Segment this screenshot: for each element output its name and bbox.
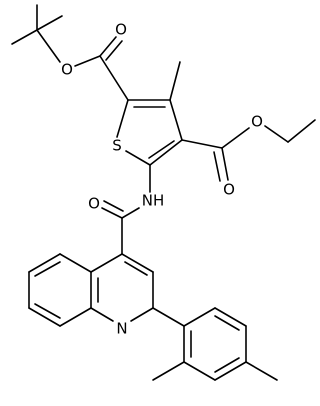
atom-label: NH bbox=[142, 192, 165, 210]
bonds bbox=[11, 4, 316, 381]
atom-label: O bbox=[61, 61, 73, 79]
atom-label: O bbox=[223, 181, 235, 199]
atom-label: O bbox=[251, 113, 263, 131]
atom-label: S bbox=[112, 137, 122, 155]
atom-label: N bbox=[116, 320, 127, 338]
atom-label: O bbox=[115, 21, 127, 39]
atom-label: O bbox=[88, 195, 100, 213]
